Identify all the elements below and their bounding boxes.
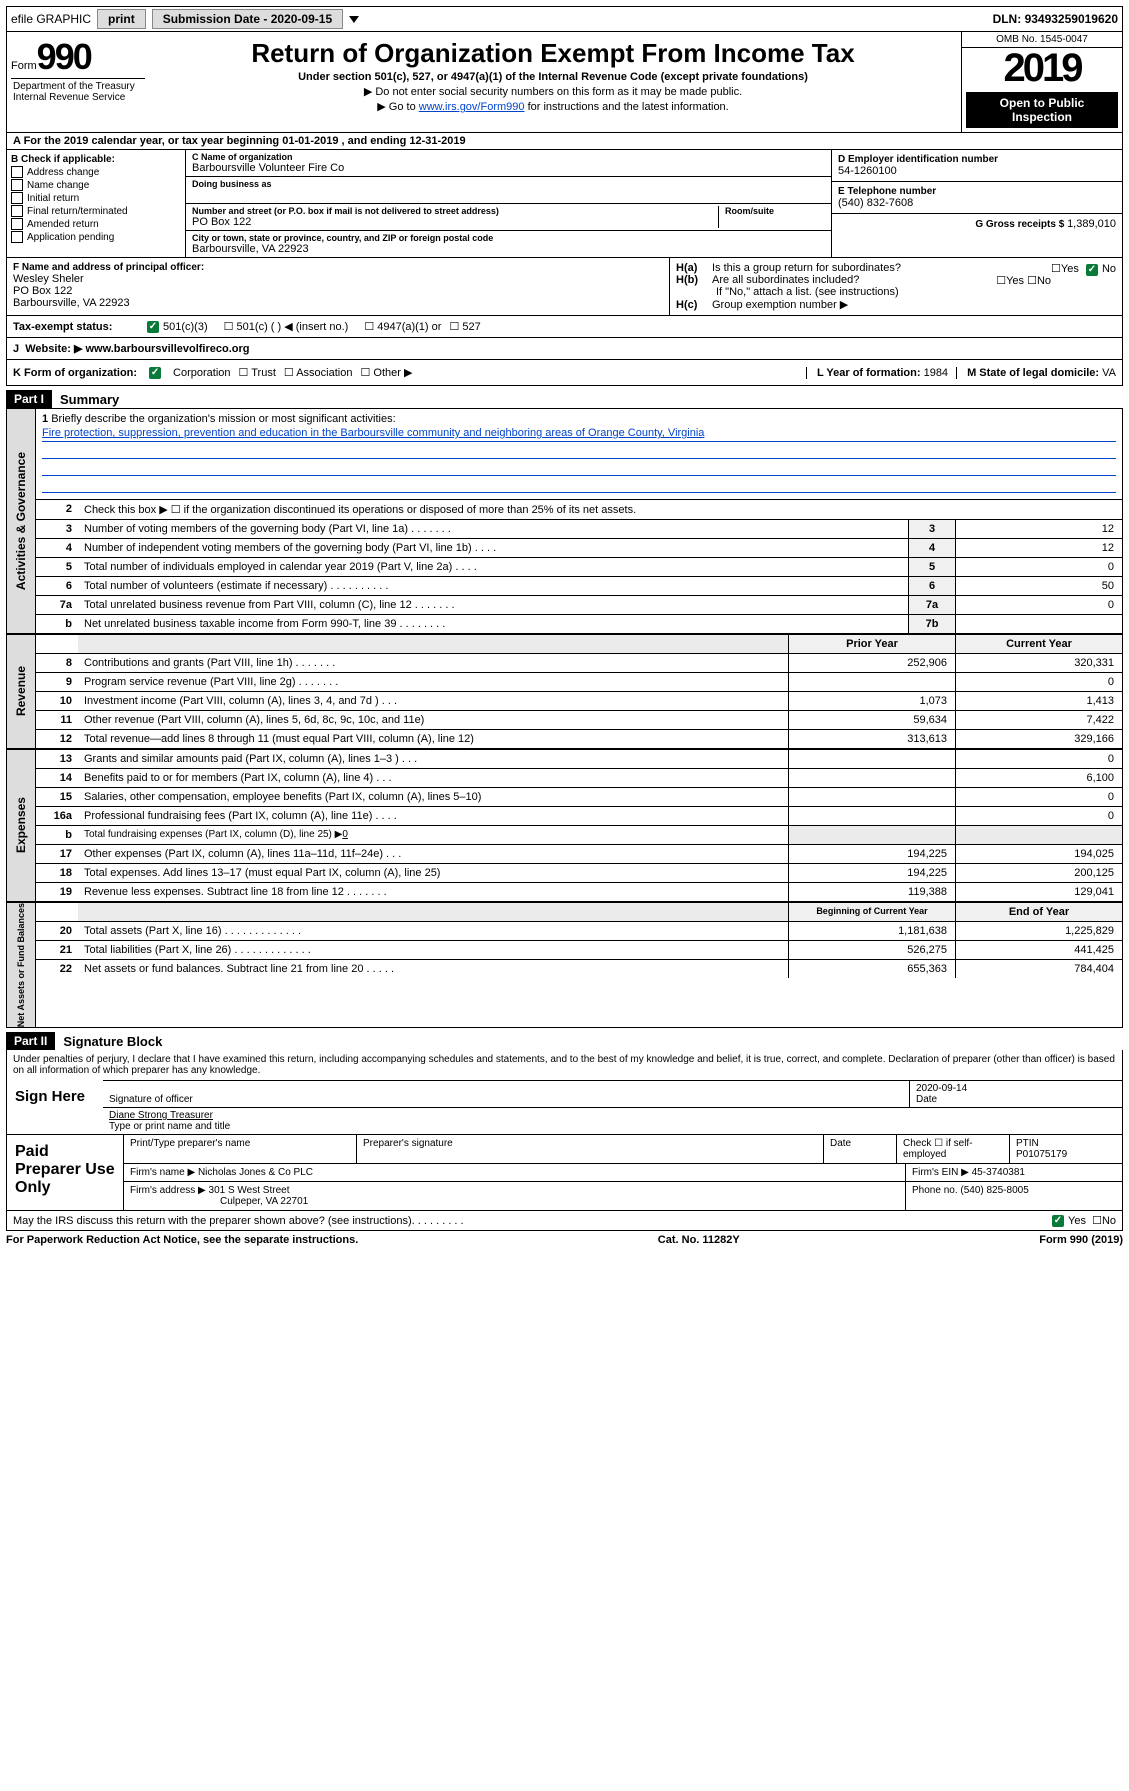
line7a-val: 0 [955, 596, 1122, 614]
form-header: Form990 Department of the Treasury Inter… [6, 32, 1123, 133]
form-title: Return of Organization Exempt From Incom… [149, 38, 957, 69]
submission-date: Submission Date - 2020-09-15 [152, 9, 343, 29]
ein: 54-1260100 [838, 165, 1116, 177]
dba-label: Doing business as [192, 179, 825, 189]
phone: (540) 832-7608 [838, 197, 1116, 209]
line3-val: 12 [955, 520, 1122, 538]
row-a: A For the 2019 calendar year, or tax yea… [6, 133, 1123, 150]
section-f-h: F Name and address of principal officer:… [6, 258, 1123, 316]
form-subtitle: Under section 501(c), 527, or 4947(a)(1)… [151, 71, 955, 83]
part1-header: Part ISummary [6, 390, 1123, 408]
firm-phone: (540) 825-8005 [960, 1185, 1028, 1196]
checkbox-name[interactable] [11, 179, 23, 191]
tab-netassets: Net Assets or Fund Balances [6, 902, 35, 1028]
note-link: ▶ Go to www.irs.gov/Form990 for instruct… [151, 100, 955, 113]
col-b: B Check if applicable: Address change Na… [7, 150, 186, 257]
check-icon: ✓ [147, 321, 159, 333]
row-i: Tax-exempt status: ✓501(c)(3) ☐ 501(c) (… [6, 316, 1123, 338]
discuss-row: May the IRS discuss this return with the… [6, 1211, 1123, 1231]
state: VA [1102, 367, 1116, 379]
line5-val: 0 [955, 558, 1122, 576]
street-label: Number and street (or P.O. box if mail i… [192, 206, 718, 216]
e-label: E Telephone number [838, 186, 1116, 197]
department: Department of the Treasury Internal Reve… [11, 78, 145, 105]
section-b-to-g: B Check if applicable: Address change Na… [6, 150, 1123, 258]
b-label: B Check if applicable: [11, 154, 181, 165]
tab-expenses: Expenses [6, 749, 35, 902]
perjury-text: Under penalties of perjury, I declare th… [7, 1050, 1122, 1080]
checkbox-initial[interactable] [11, 192, 23, 204]
tab-governance: Activities & Governance [6, 408, 35, 634]
ptin: P01075179 [1016, 1149, 1067, 1160]
section-revenue: Revenue Prior YearCurrent Year 8Contribu… [6, 634, 1123, 749]
city: Barboursville, VA 22923 [192, 243, 825, 255]
row-k-l-m: K Form of organization: ✓Corporation ☐ T… [6, 360, 1123, 386]
check-icon: ✓ [1052, 1215, 1064, 1227]
g-label: G Gross receipts $ [975, 219, 1067, 230]
print-button[interactable]: print [97, 9, 146, 29]
city-label: City or town, state or province, country… [192, 233, 825, 243]
paid-preparer: Paid Preparer Use Only Print/Type prepar… [6, 1135, 1123, 1211]
checkbox-pending[interactable] [11, 231, 23, 243]
checkbox-final[interactable] [11, 205, 23, 217]
d-label: D Employer identification number [838, 154, 1116, 165]
open-inspection: Open to Public Inspection [966, 92, 1118, 128]
checkbox-amended[interactable] [11, 218, 23, 230]
page-footer: For Paperwork Reduction Act Notice, see … [6, 1231, 1123, 1249]
room-label: Room/suite [725, 206, 825, 216]
hb-note: If "No," attach a list. (see instruction… [676, 286, 1116, 298]
street: PO Box 122 [192, 216, 718, 228]
check-icon: ✓ [1086, 264, 1098, 276]
officer-name: Wesley Sheler [13, 273, 663, 285]
mission-text[interactable]: Fire protection, suppression, prevention… [42, 427, 704, 439]
section-netassets: Net Assets or Fund Balances Beginning of… [6, 902, 1123, 1028]
officer-sign-name: Diane Strong Treasurer [109, 1110, 213, 1121]
line4-val: 12 [955, 539, 1122, 557]
irs-link[interactable]: www.irs.gov/Form990 [419, 101, 525, 113]
paid-prep-label: Paid Preparer Use Only [7, 1135, 124, 1210]
row-j: J Website: ▶ www.barboursvillevolfireco.… [6, 338, 1123, 360]
firm-ein: 45-3740381 [972, 1167, 1025, 1178]
note-ssn: ▶ Do not enter social security numbers o… [151, 85, 955, 98]
website: www.barboursvillevolfireco.org [85, 343, 249, 355]
line7b-val [955, 615, 1122, 633]
tab-revenue: Revenue [6, 634, 35, 749]
form-label: Form [11, 60, 37, 72]
sign-here-label: Sign Here [7, 1080, 103, 1134]
c-name-label: C Name of organization [192, 152, 825, 162]
firm-name: Nicholas Jones & Co PLC [198, 1167, 313, 1178]
top-bar: efile GRAPHIC print Submission Date - 20… [6, 6, 1123, 32]
checkbox-address[interactable] [11, 166, 23, 178]
section-expenses: Expenses 13Grants and similar amounts pa… [6, 749, 1123, 902]
efile-label: efile GRAPHIC [11, 12, 91, 26]
f-label: F Name and address of principal officer: [13, 262, 663, 273]
form-number: 990 [37, 36, 91, 77]
gross-receipts: 1,389,010 [1067, 218, 1116, 230]
org-name: Barboursville Volunteer Fire Co [192, 162, 825, 174]
officer-addr2: Barboursville, VA 22923 [13, 297, 663, 309]
tax-year: 2019 [962, 48, 1122, 88]
i-label: Tax-exempt status: [13, 321, 143, 333]
year-formation: 1984 [924, 367, 948, 379]
section-governance: Activities & Governance 1 Briefly descri… [6, 408, 1123, 634]
officer-addr1: PO Box 122 [13, 285, 663, 297]
line6-val: 50 [955, 577, 1122, 595]
check-icon: ✓ [149, 367, 161, 379]
dln: DLN: 93493259019620 [993, 12, 1118, 26]
firm-addr: 301 S West Street [209, 1185, 290, 1196]
dropdown-icon[interactable] [349, 16, 359, 23]
part2-header: Part IISignature Block [6, 1032, 1123, 1050]
